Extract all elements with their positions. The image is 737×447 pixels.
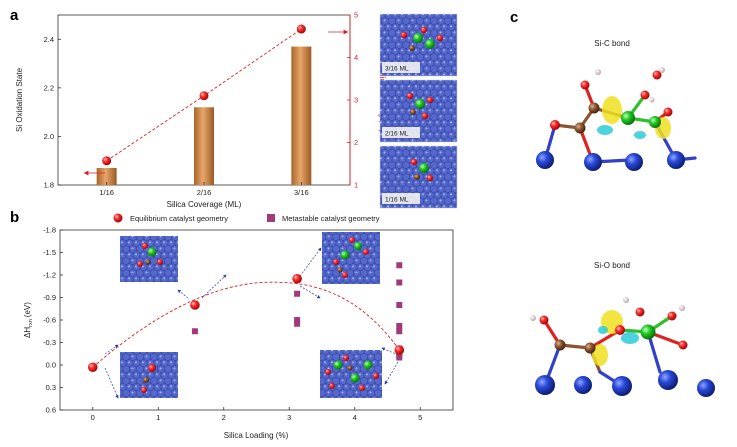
y-tick-label: 0.0 <box>46 361 56 370</box>
metastable-point <box>294 320 301 327</box>
si-o-bond-structure <box>530 297 715 397</box>
metastable-point <box>294 317 301 323</box>
metastable-point <box>294 290 301 297</box>
panel-letter-b: b <box>10 209 19 226</box>
legend-equilibrium-marker <box>113 213 123 223</box>
y-tick-label: 2.2 <box>44 83 54 92</box>
y-tick-label: 2.4 <box>44 35 54 44</box>
panel-a-ylabel: Si Oxidation State <box>15 67 24 132</box>
y-tick-label: -1.2 <box>43 271 56 280</box>
metastable-point <box>396 262 403 269</box>
panel-b-chart: Equilibrium catalyst geometry Metastable… <box>23 213 454 440</box>
thumbnail-1-16: 1/16 ML <box>379 145 458 209</box>
metastable-point <box>396 302 403 308</box>
y-tick-label: 0.3 <box>46 383 56 392</box>
thumbnail-label: 3/16 ML <box>385 66 409 73</box>
y2-tick-label: 5 <box>354 11 358 20</box>
panel-a-xlabel: Silica Coverage (ML) <box>167 200 242 209</box>
thumbnail-label: 2/16 ML <box>385 131 409 138</box>
y-tick-label: 0.6 <box>46 406 56 415</box>
y2-tick-label: 2 <box>354 138 358 147</box>
inset-structure-1-56 <box>120 236 178 282</box>
equilibrium-point <box>87 362 98 373</box>
legend-metastable-label: Metastable catalyst geometry <box>282 214 380 223</box>
metastable-point <box>191 328 198 335</box>
panel-a-structure-thumbnails: 3/16 ML 2/16 ML 1/16 ML <box>379 13 458 209</box>
si-c-bond-structure <box>536 67 697 171</box>
y-tick-label: -0.3 <box>43 338 56 347</box>
loading-point-3/16 <box>296 24 306 34</box>
y-tick-label: -1.8 <box>43 226 56 235</box>
panel-c-bond-visualization: Si-C bond Si-O bond <box>530 39 715 397</box>
x-tick-label: 3/16 <box>294 188 309 197</box>
metastable-point <box>396 354 403 361</box>
bar-3/16 <box>291 46 312 186</box>
legend-equilibrium-label: Equilibrium catalyst geometry <box>130 214 228 223</box>
svg-text:ΔHrxn(eV): ΔHrxn(eV) <box>23 302 34 338</box>
inset-structure-4-68 <box>320 350 382 398</box>
bar-1/16 <box>96 168 117 185</box>
equilibrium-point <box>292 273 302 284</box>
x-tick-label: 0 <box>91 413 95 422</box>
inset-structure-3-12 <box>322 232 380 284</box>
y-tick-label: -1.5 <box>43 248 56 257</box>
metastable-point <box>396 323 403 329</box>
y-tick-label: -0.9 <box>43 293 56 302</box>
panel-letter-c: c <box>510 9 518 26</box>
loading-point-2/16 <box>199 91 209 101</box>
x-tick-label: 1 <box>156 413 160 422</box>
inset-structure-0 <box>120 352 178 398</box>
y-tick-label: 2.0 <box>44 132 54 141</box>
thumbnail-2-16: 2/16 ML <box>379 79 458 143</box>
x-tick-label: 2/16 <box>197 188 212 197</box>
y-tick-label: 1.8 <box>44 181 54 190</box>
y2-tick-label: 1 <box>354 181 358 190</box>
x-tick-label: 1/16 <box>99 188 114 197</box>
si-o-bond-label: Si-O bond <box>594 261 630 270</box>
legend-metastable-marker <box>267 214 275 222</box>
inset-pointer-arrows <box>104 247 399 399</box>
metastable-point <box>396 279 403 286</box>
thumbnail-label: 1/16 ML <box>385 197 409 204</box>
equilibrium-point <box>190 300 200 310</box>
loading-point-1/16 <box>102 156 112 166</box>
x-tick-label: 2 <box>222 413 226 422</box>
thumbnail-3-16: 3/16 ML <box>379 13 458 77</box>
y-tick-label: -0.6 <box>43 316 56 325</box>
metastable-point <box>396 328 403 335</box>
panel-a-chart: 1.8 2.0 2.2 2.4 1 2 3 4 5 1/16 2/16 3/16 Silica C… <box>15 11 387 210</box>
panel-letter-a: a <box>10 7 19 24</box>
panel-b-ylabel: ΔHrxn(eV) <box>23 302 34 338</box>
x-tick-label: 3 <box>287 413 291 422</box>
panel-b-xlabel: Silica Loading (%) <box>224 431 289 440</box>
y2-tick-label: 4 <box>354 53 358 62</box>
si-c-bond-label: Si-C bond <box>594 39 630 48</box>
y2-tick-label: 3 <box>354 96 358 105</box>
x-tick-label: 5 <box>418 413 422 422</box>
panel-b-frame <box>59 229 454 411</box>
x-tick-label: 4 <box>353 413 357 422</box>
equilibrium-point <box>394 345 405 355</box>
bar-2/16 <box>194 107 214 185</box>
